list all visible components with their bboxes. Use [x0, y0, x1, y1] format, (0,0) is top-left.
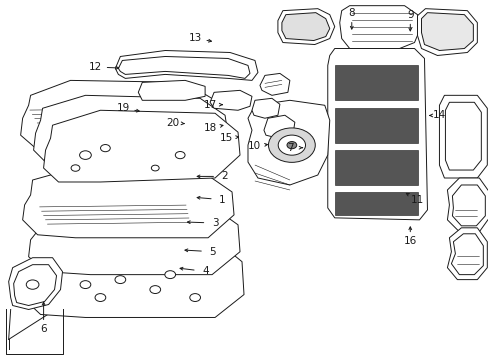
Circle shape: [80, 281, 91, 288]
Circle shape: [175, 152, 184, 159]
Text: 15: 15: [219, 133, 232, 143]
Polygon shape: [447, 178, 488, 232]
Text: 8: 8: [348, 8, 354, 18]
Text: 11: 11: [410, 195, 424, 205]
Text: 5: 5: [209, 247, 216, 257]
Bar: [334, 66, 417, 100]
Polygon shape: [447, 228, 487, 280]
Text: 10: 10: [247, 141, 260, 151]
Polygon shape: [439, 95, 487, 178]
Polygon shape: [421, 13, 472, 50]
Bar: [334, 108, 417, 143]
Polygon shape: [339, 6, 419, 49]
Polygon shape: [277, 9, 334, 45]
Polygon shape: [14, 265, 57, 306]
Text: 1: 1: [219, 195, 225, 205]
Circle shape: [101, 144, 110, 152]
Circle shape: [80, 151, 91, 159]
Polygon shape: [29, 202, 240, 275]
Text: 16: 16: [403, 236, 416, 246]
Polygon shape: [281, 13, 329, 41]
Text: 7: 7: [287, 143, 294, 153]
Polygon shape: [20, 80, 218, 148]
Circle shape: [268, 128, 315, 162]
Polygon shape: [260, 73, 289, 95]
Circle shape: [71, 165, 80, 171]
Bar: [334, 150, 417, 185]
Text: 13: 13: [189, 33, 202, 43]
Polygon shape: [210, 90, 251, 110]
Text: 2: 2: [221, 171, 228, 181]
Text: 12: 12: [89, 62, 102, 72]
Circle shape: [26, 280, 39, 289]
Circle shape: [95, 294, 105, 301]
Text: 3: 3: [211, 218, 218, 228]
Polygon shape: [9, 258, 62, 310]
Polygon shape: [327, 49, 427, 220]
Polygon shape: [264, 115, 294, 138]
Circle shape: [115, 276, 125, 284]
Circle shape: [150, 285, 160, 293]
Polygon shape: [118, 57, 249, 78]
Polygon shape: [34, 95, 227, 165]
Circle shape: [164, 271, 175, 279]
Polygon shape: [115, 50, 258, 80]
Polygon shape: [22, 168, 234, 238]
Bar: [334, 192, 417, 215]
Text: 4: 4: [202, 266, 208, 276]
Polygon shape: [451, 185, 484, 226]
Polygon shape: [251, 98, 279, 118]
Circle shape: [286, 141, 296, 149]
Polygon shape: [22, 238, 244, 318]
Text: 19: 19: [117, 103, 130, 113]
Circle shape: [151, 165, 159, 171]
Polygon shape: [417, 9, 476, 55]
Text: 17: 17: [203, 100, 217, 110]
Circle shape: [189, 294, 200, 301]
Polygon shape: [445, 102, 480, 170]
Circle shape: [278, 135, 305, 155]
Text: 14: 14: [432, 111, 445, 121]
Polygon shape: [138, 80, 204, 100]
Polygon shape: [450, 234, 482, 275]
Text: 6: 6: [40, 324, 47, 334]
Polygon shape: [43, 110, 240, 182]
Polygon shape: [247, 100, 329, 185]
Text: 20: 20: [165, 118, 179, 128]
Text: 18: 18: [203, 123, 217, 133]
Text: 9: 9: [406, 10, 413, 20]
